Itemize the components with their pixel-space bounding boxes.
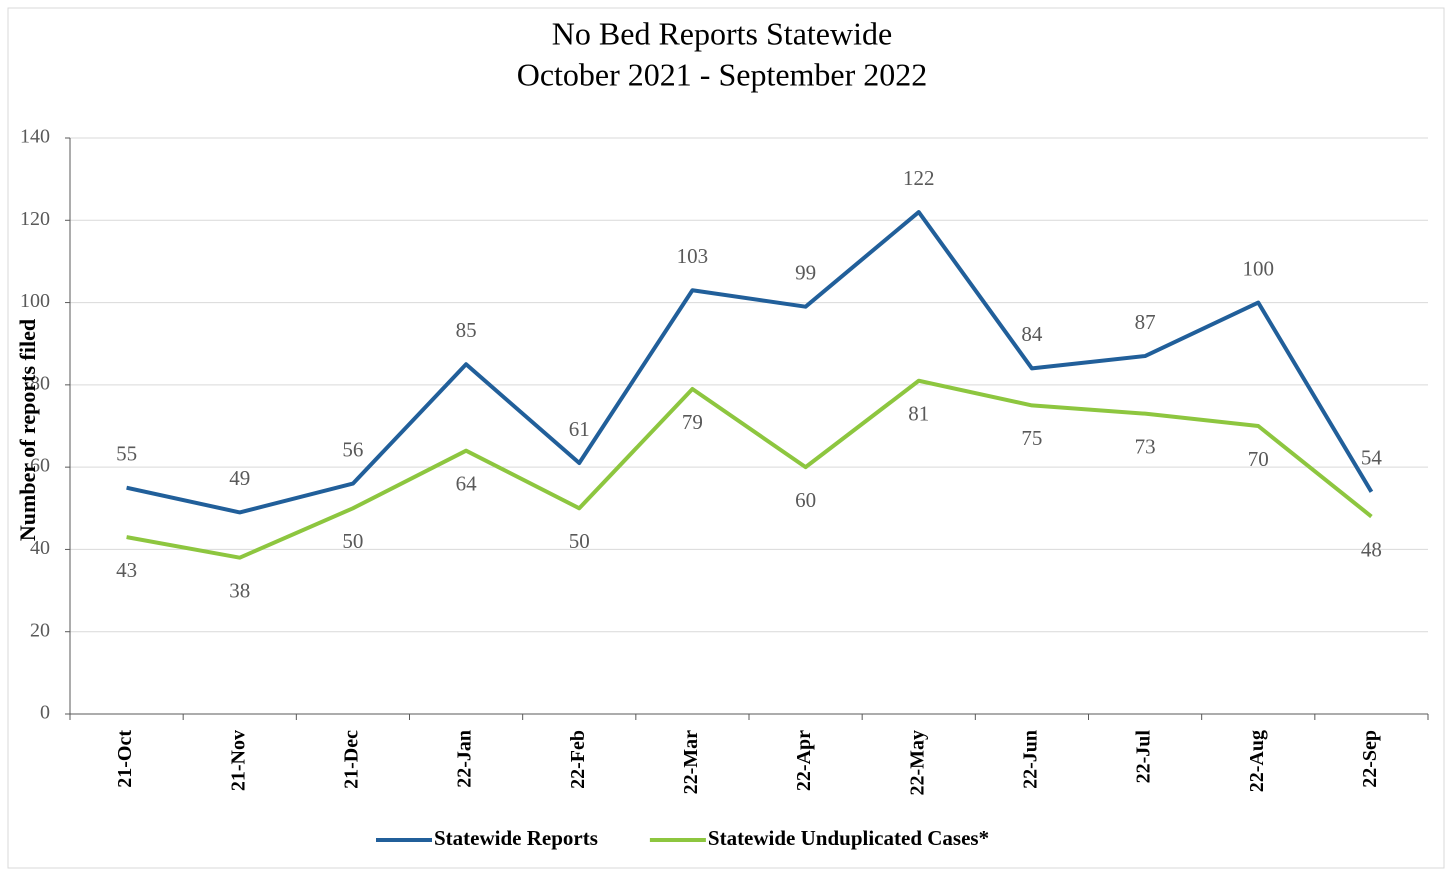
series-line [126, 378, 1373, 560]
y-axis-label: Number of reports filed [15, 319, 40, 541]
data-label: 60 [795, 488, 816, 512]
data-label: 38 [229, 578, 250, 602]
x-tick-label: 22-Sep [1359, 730, 1381, 788]
legend-label: Statewide Unduplicated Cases* [708, 826, 989, 850]
y-tick-label: 40 [30, 537, 50, 559]
data-label: 50 [569, 529, 590, 553]
y-tick-label: 140 [20, 126, 50, 148]
chart-frame [7, 7, 1445, 869]
y-tick-label: 100 [20, 290, 50, 312]
x-tick-label: 21-Dec [341, 730, 363, 789]
data-label: 87 [1135, 310, 1156, 334]
data-label: 73 [1135, 434, 1156, 458]
data-label: 50 [342, 529, 363, 553]
data-label: 100 [1243, 256, 1275, 280]
data-label: 43 [116, 558, 137, 582]
x-tick-label: 22-May [906, 730, 928, 796]
y-tick-label: 120 [20, 208, 50, 230]
x-tick-label: 22-Jun [1020, 730, 1042, 789]
chart-subtitle: October 2021 - September 2022 [517, 56, 928, 92]
x-tick-label: 22-Aug [1246, 730, 1268, 792]
data-label: 55 [116, 442, 137, 466]
data-label: 70 [1248, 447, 1269, 471]
y-tick-label: 80 [30, 372, 50, 394]
data-label: 56 [342, 437, 363, 461]
data-label: 49 [229, 466, 250, 490]
data-label: 103 [677, 244, 709, 268]
x-tick-label: 22-Mar [680, 730, 702, 795]
data-label: 122 [903, 166, 935, 190]
x-tick-label: 21-Nov [227, 730, 249, 791]
data-label: 64 [456, 471, 478, 495]
legend-label: Statewide Reports [434, 826, 598, 850]
x-tick-label: 22-Apr [793, 730, 815, 791]
y-tick-label: 60 [30, 455, 50, 477]
data-label: 75 [1021, 426, 1042, 450]
data-label: 48 [1361, 537, 1382, 561]
x-tick-label: 22-Jan [454, 730, 476, 788]
x-tick-label: 22-Jul [1133, 730, 1155, 784]
data-label: 99 [795, 260, 816, 284]
chart-title: No Bed Reports Statewide [552, 15, 892, 51]
data-label: 81 [908, 402, 929, 426]
data-label: 85 [456, 318, 477, 342]
data-label: 79 [682, 410, 703, 434]
data-label: 84 [1021, 322, 1043, 346]
data-label: 61 [569, 417, 590, 441]
x-tick-label: 21-Oct [114, 730, 136, 788]
y-tick-label: 20 [30, 619, 50, 641]
x-tick-label: 22-Feb [567, 730, 589, 789]
series-line [126, 210, 1374, 515]
y-tick-label: 0 [40, 702, 50, 724]
data-label: 54 [1361, 446, 1383, 470]
